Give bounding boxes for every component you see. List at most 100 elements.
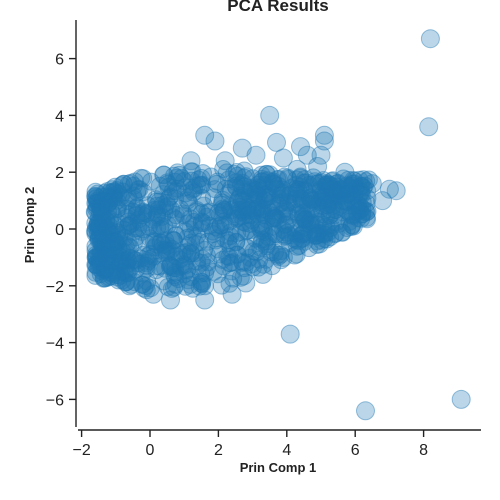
scatter-point bbox=[351, 196, 369, 215]
scatter-point bbox=[270, 189, 289, 208]
scatter-point bbox=[260, 105, 280, 125]
scatter-point bbox=[126, 228, 145, 247]
scatter-point bbox=[329, 173, 348, 192]
scatter-point bbox=[210, 245, 229, 264]
scatter-point bbox=[207, 174, 226, 193]
scatter-point bbox=[108, 214, 127, 233]
scatter-point bbox=[259, 201, 278, 220]
scatter-point bbox=[227, 163, 246, 181]
scatter-point bbox=[227, 233, 245, 252]
scatter-point bbox=[88, 193, 107, 212]
scatter-point bbox=[326, 213, 345, 232]
scatter-point bbox=[201, 167, 220, 186]
scatter-point bbox=[352, 205, 371, 224]
scatter-point bbox=[288, 203, 307, 222]
scatter-point bbox=[161, 256, 180, 275]
scatter-point bbox=[93, 226, 112, 245]
scatter-point bbox=[105, 247, 124, 266]
scatter-point bbox=[275, 216, 294, 235]
scatter-point bbox=[286, 231, 305, 250]
scatter-point bbox=[116, 273, 135, 292]
scatter-point bbox=[119, 188, 138, 207]
scatter-point bbox=[102, 267, 121, 286]
scatter-point bbox=[155, 203, 174, 222]
scatter-point bbox=[111, 188, 130, 207]
scatter-point bbox=[293, 229, 312, 248]
scatter-point bbox=[183, 279, 202, 298]
scatter-point bbox=[128, 254, 147, 273]
scatter-point bbox=[108, 266, 127, 284]
scatter-point bbox=[313, 205, 332, 224]
scatter-point bbox=[185, 179, 204, 198]
scatter-point bbox=[173, 245, 192, 264]
scatter-point bbox=[174, 204, 193, 223]
scatter-point bbox=[160, 188, 179, 207]
scatter-point bbox=[110, 230, 128, 249]
scatter-point bbox=[350, 170, 369, 189]
scatter-point bbox=[99, 229, 117, 248]
scatter-point bbox=[235, 168, 254, 187]
scatter-point bbox=[187, 202, 206, 221]
scatter-point bbox=[316, 176, 335, 195]
scatter-point bbox=[99, 268, 118, 286]
scatter-point bbox=[142, 172, 160, 191]
scatter-point bbox=[100, 183, 119, 202]
scatter-point bbox=[269, 170, 288, 188]
scatter-point bbox=[312, 199, 331, 218]
scatter-point bbox=[154, 165, 173, 184]
scatter-point bbox=[100, 248, 119, 267]
scatter-point bbox=[320, 206, 339, 225]
scatter-point bbox=[339, 177, 358, 196]
scatter-point bbox=[144, 219, 162, 238]
scatter-point bbox=[358, 189, 377, 208]
scatter-point bbox=[95, 217, 114, 236]
scatter-point bbox=[338, 176, 357, 195]
scatter-point bbox=[343, 180, 362, 199]
scatter-point bbox=[109, 239, 128, 258]
scatter-point bbox=[95, 260, 114, 279]
scatter-point bbox=[200, 216, 219, 235]
scatter-point bbox=[296, 210, 315, 229]
scatter-point bbox=[333, 223, 352, 242]
scatter-point bbox=[286, 193, 304, 212]
scatter-point bbox=[255, 222, 274, 241]
scatter-point bbox=[164, 208, 183, 227]
scatter-point bbox=[347, 203, 366, 222]
scatter-point bbox=[188, 252, 207, 271]
scatter-point bbox=[166, 275, 185, 294]
scatter-point bbox=[222, 262, 241, 281]
scatter-point bbox=[362, 174, 382, 194]
scatter-point bbox=[211, 216, 230, 235]
scatter-point bbox=[278, 193, 297, 211]
scatter-point bbox=[291, 137, 310, 157]
scatter-point bbox=[340, 185, 359, 203]
scatter-point bbox=[331, 180, 350, 199]
scatter-point bbox=[246, 229, 265, 248]
scatter-point bbox=[175, 172, 194, 190]
scatter-point bbox=[148, 204, 166, 223]
scatter-point bbox=[307, 226, 326, 245]
scatter-point bbox=[189, 170, 208, 189]
scatter-point bbox=[220, 212, 239, 231]
scatter-point bbox=[243, 206, 261, 224]
scatter-point bbox=[386, 181, 406, 201]
scatter-point bbox=[86, 263, 105, 282]
scatter-point bbox=[264, 172, 283, 191]
scatter-point bbox=[419, 117, 439, 137]
scatter-point bbox=[86, 186, 105, 205]
scatter-point bbox=[325, 225, 344, 244]
scatter-point bbox=[162, 279, 181, 298]
scatter-point bbox=[300, 212, 319, 231]
scatter-point bbox=[193, 249, 212, 268]
scatter-point bbox=[209, 203, 228, 222]
scatter-point bbox=[133, 206, 152, 225]
scatter-point bbox=[294, 207, 313, 226]
scatter-point bbox=[254, 255, 273, 274]
scatter-point bbox=[318, 196, 337, 215]
scatter-point bbox=[178, 242, 197, 261]
scatter-point bbox=[133, 264, 152, 283]
scatter-point bbox=[308, 174, 327, 193]
scatter-point bbox=[182, 244, 200, 263]
scatter-point bbox=[114, 220, 133, 239]
scatter-point bbox=[86, 266, 105, 285]
